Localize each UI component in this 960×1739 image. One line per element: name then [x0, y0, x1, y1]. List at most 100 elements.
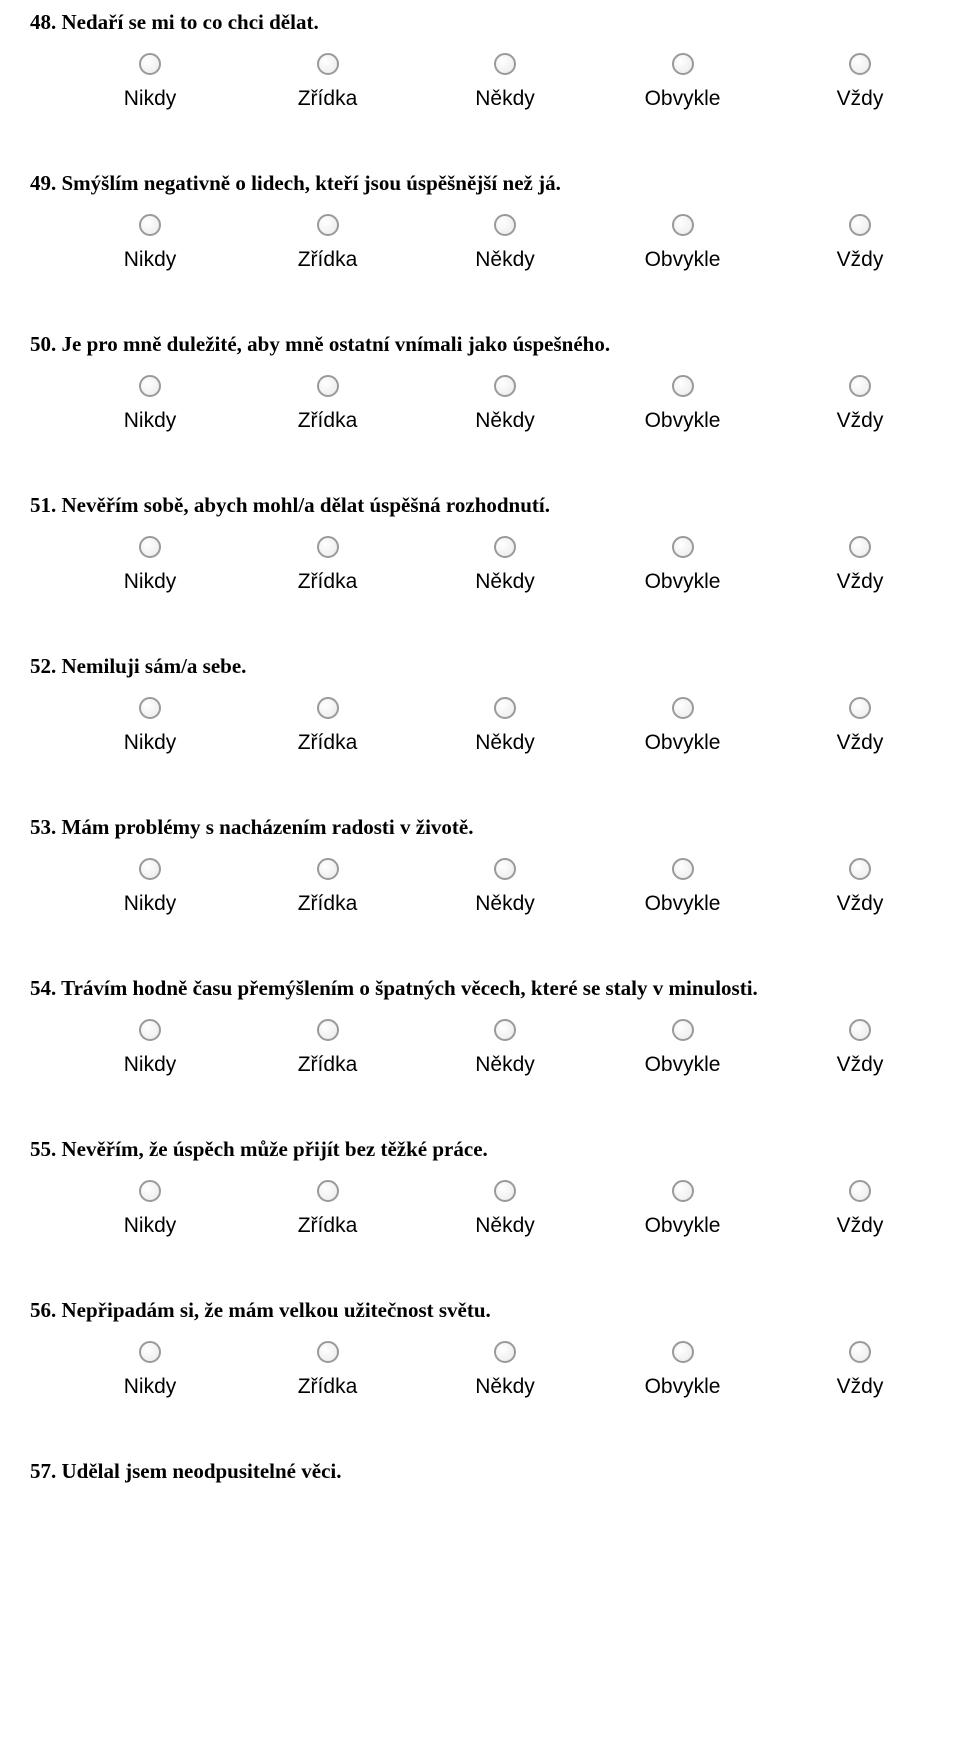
radio-button[interactable]: [317, 375, 339, 397]
radio-button[interactable]: [672, 214, 694, 236]
option-label: Zřídka: [298, 409, 358, 433]
radio-button[interactable]: [672, 1019, 694, 1041]
option-label: Obvykle: [645, 248, 721, 272]
option: Vždy: [800, 375, 920, 433]
option-label: Nikdy: [124, 731, 177, 755]
option-label: Někdy: [475, 892, 535, 916]
radio-button[interactable]: [317, 1180, 339, 1202]
option: Někdy: [445, 375, 565, 433]
radio-button[interactable]: [494, 53, 516, 75]
option-label: Nikdy: [124, 1053, 177, 1077]
question-text: 56. Nepřipadám si, že mám velkou užitečn…: [30, 1298, 930, 1323]
option: Nikdy: [90, 1180, 210, 1238]
option: Někdy: [445, 1341, 565, 1399]
question-block: 49. Smýšlím negativně o lidech, kteří js…: [30, 171, 930, 272]
radio-button[interactable]: [317, 214, 339, 236]
question-block: 56. Nepřipadám si, že mám velkou užitečn…: [30, 1298, 930, 1399]
radio-button[interactable]: [317, 858, 339, 880]
radio-button[interactable]: [139, 214, 161, 236]
option: Nikdy: [90, 53, 210, 111]
option: Zřídka: [268, 214, 388, 272]
option: Zřídka: [268, 1019, 388, 1077]
radio-button[interactable]: [494, 214, 516, 236]
options-row: NikdyZřídkaNěkdyObvykleVždy: [30, 536, 930, 594]
option-label: Vždy: [837, 1375, 884, 1399]
option-label: Obvykle: [645, 1214, 721, 1238]
radio-button[interactable]: [672, 1341, 694, 1363]
option: Někdy: [445, 53, 565, 111]
radio-button[interactable]: [139, 375, 161, 397]
radio-button[interactable]: [139, 536, 161, 558]
option-label: Zřídka: [298, 248, 358, 272]
option-label: Vždy: [837, 409, 884, 433]
radio-button[interactable]: [494, 375, 516, 397]
radio-button[interactable]: [849, 697, 871, 719]
option: Zřídka: [268, 375, 388, 433]
option-label: Vždy: [837, 87, 884, 111]
option-label: Někdy: [475, 409, 535, 433]
option-label: Zřídka: [298, 87, 358, 111]
option-label: Zřídka: [298, 892, 358, 916]
option-label: Nikdy: [124, 1375, 177, 1399]
radio-button[interactable]: [139, 697, 161, 719]
option: Zřídka: [268, 697, 388, 755]
option: Obvykle: [623, 1341, 743, 1399]
radio-button[interactable]: [494, 697, 516, 719]
radio-button[interactable]: [494, 536, 516, 558]
radio-button[interactable]: [849, 1180, 871, 1202]
radio-button[interactable]: [317, 697, 339, 719]
option: Nikdy: [90, 858, 210, 916]
option: Obvykle: [623, 1180, 743, 1238]
radio-button[interactable]: [849, 1019, 871, 1041]
options-row: NikdyZřídkaNěkdyObvykleVždy: [30, 697, 930, 755]
radio-button[interactable]: [849, 375, 871, 397]
option-label: Zřídka: [298, 731, 358, 755]
radio-button[interactable]: [672, 536, 694, 558]
radio-button[interactable]: [494, 1019, 516, 1041]
option: Nikdy: [90, 214, 210, 272]
radio-button[interactable]: [494, 1180, 516, 1202]
radio-button[interactable]: [317, 536, 339, 558]
question-text: 50. Je pro mně duležité, aby mně ostatní…: [30, 332, 930, 357]
option-label: Zřídka: [298, 570, 358, 594]
radio-button[interactable]: [672, 53, 694, 75]
option-label: Nikdy: [124, 892, 177, 916]
radio-button[interactable]: [317, 1019, 339, 1041]
radio-button[interactable]: [849, 53, 871, 75]
radio-button[interactable]: [849, 536, 871, 558]
radio-button[interactable]: [672, 858, 694, 880]
radio-button[interactable]: [139, 1180, 161, 1202]
radio-button[interactable]: [139, 1019, 161, 1041]
option: Vždy: [800, 536, 920, 594]
question-text: 48. Nedaří se mi to co chci dělat.: [30, 10, 930, 35]
radio-button[interactable]: [494, 858, 516, 880]
option: Nikdy: [90, 536, 210, 594]
radio-button[interactable]: [317, 1341, 339, 1363]
radio-button[interactable]: [317, 53, 339, 75]
option-label: Vždy: [837, 1214, 884, 1238]
option: Někdy: [445, 697, 565, 755]
option: Vždy: [800, 1180, 920, 1238]
questionnaire-page: 48. Nedaří se mi to co chci dělat. Nikdy Z…: [0, 0, 960, 1574]
radio-button[interactable]: [849, 214, 871, 236]
options-row: NikdyZřídkaNěkdyObvykleVždy: [30, 214, 930, 272]
option-label: Obvykle: [645, 1053, 721, 1077]
radio-button[interactable]: [849, 1341, 871, 1363]
question-text: 52. Nemiluji sám/a sebe.: [30, 654, 930, 679]
radio-button[interactable]: [494, 1341, 516, 1363]
question-text: 55. Nevěřím, že úspěch může přijít bez t…: [30, 1137, 930, 1162]
option-label: Vždy: [837, 892, 884, 916]
option: Obvykle: [623, 858, 743, 916]
option-label: Obvykle: [645, 570, 721, 594]
radio-button[interactable]: [672, 697, 694, 719]
option-label: Nikdy: [124, 409, 177, 433]
option: Nikdy: [90, 1019, 210, 1077]
radio-button[interactable]: [139, 858, 161, 880]
option: Někdy: [445, 858, 565, 916]
radio-button[interactable]: [672, 1180, 694, 1202]
option: Někdy: [445, 1180, 565, 1238]
radio-button[interactable]: [139, 1341, 161, 1363]
radio-button[interactable]: [139, 53, 161, 75]
radio-button[interactable]: [849, 858, 871, 880]
radio-button[interactable]: [672, 375, 694, 397]
